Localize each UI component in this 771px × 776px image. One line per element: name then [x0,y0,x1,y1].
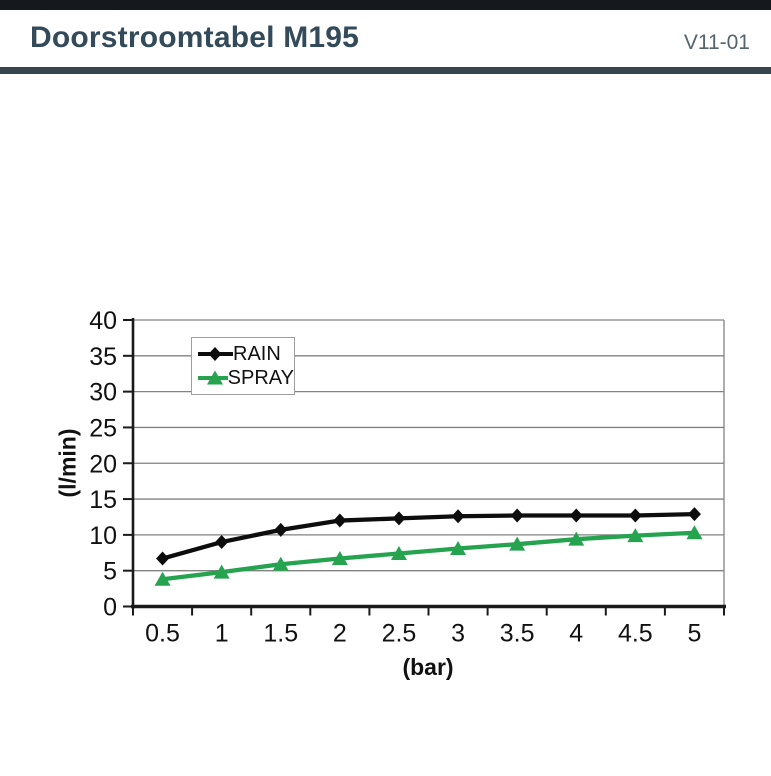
legend-marker-triangle [207,370,223,385]
x-tick-label: 2 [333,620,347,648]
y-tick-label: 35 [89,343,117,371]
chart-legend: RAIN SPRAY [191,337,295,395]
marker-triangle [390,545,407,560]
marker-triangle [627,528,644,543]
version-label: V11-01 [683,31,750,54]
y-tick-label: 5 [103,558,117,586]
marker-diamond [156,551,170,566]
x-tick-label: 5 [687,620,701,648]
marker-triangle [154,571,171,586]
series-line-rain [161,511,695,561]
x-tick-label: 4 [569,620,583,648]
marker-diamond [628,508,642,523]
marker-triangle [213,564,230,579]
y-tick-label: 15 [89,486,117,514]
marker-triangle [331,551,348,566]
marker-diamond [274,522,288,537]
x-tick-label: 1.5 [263,620,298,648]
x-axis-title: (bar) [402,654,454,680]
marker-triangle [450,540,467,555]
legend-marker-diamond [208,347,222,361]
marker-triangle [509,536,526,551]
marker-diamond [392,511,406,526]
y-tick-label: 25 [89,414,117,442]
marker-diamond [215,535,229,550]
legend-item-rain: RAIN [198,342,294,366]
y-tick-label: 20 [89,450,117,478]
marker-diamond [451,509,465,524]
y-tick-label: 30 [89,379,117,407]
y-tick-label: 0 [103,594,117,622]
x-tick-label: 0.5 [145,620,180,648]
legend-item-spray: SPRAY [198,366,294,390]
legend-label-spray: SPRAY [227,367,294,389]
y-axis-title: (l/min) [54,428,81,498]
x-tick-label: 3.5 [500,620,535,648]
marker-triangle [568,531,585,546]
marker-diamond [569,508,583,523]
marker-diamond [510,508,524,523]
spray-line-triangle-icon [198,370,228,385]
y-tick-label: 40 [89,307,117,335]
marker-diamond [333,513,347,528]
header-divider [0,67,771,74]
x-tick-label: 3 [451,620,465,648]
y-tick-label: 10 [89,522,117,550]
x-tick-label: 2.5 [382,620,417,648]
x-tick-label: 4.5 [618,620,653,648]
rain-line-diamond-icon [198,347,233,361]
marker-triangle [272,556,289,571]
marker-triangle [686,525,703,540]
series-line-spray [162,530,695,582]
marker-diamond [687,507,701,522]
legend-label-rain: RAIN [233,343,281,365]
page-title: Doorstroomtabel M195 [30,21,360,54]
x-tick-label: 1 [215,620,229,648]
top-bar [0,0,771,10]
